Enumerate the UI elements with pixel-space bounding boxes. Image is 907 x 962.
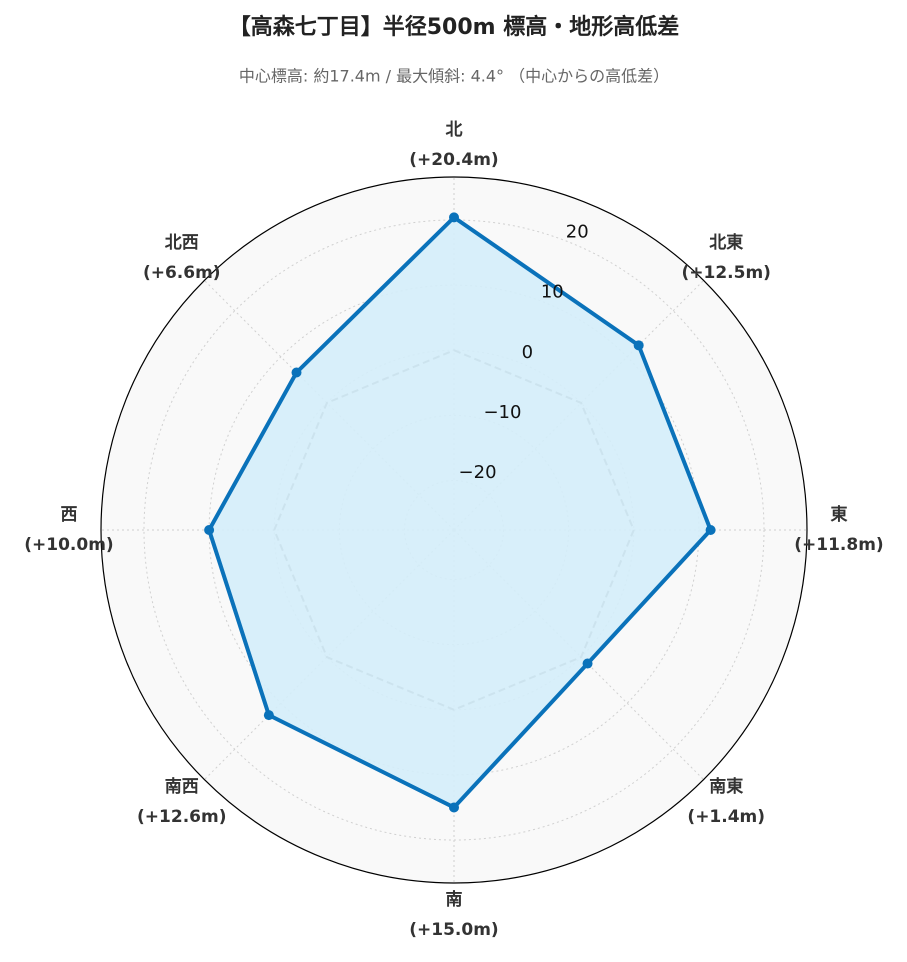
category-label: 東	[831, 504, 848, 525]
data-point	[449, 212, 459, 223]
category-label: 南東	[709, 776, 743, 797]
data-point	[633, 340, 644, 351]
value-label: (+12.6m)	[137, 807, 226, 827]
category-label: 北東	[709, 232, 743, 253]
category-label: 南	[446, 889, 463, 910]
value-label: (+1.4m)	[687, 807, 765, 827]
value-label: (+6.6m)	[143, 263, 221, 283]
data-point	[291, 367, 302, 378]
plot-border	[100, 176, 808, 884]
chart-subtitle: 中心標高: 約17.4m / 最大傾斜: 4.4° （中心からの高低差）	[239, 67, 669, 86]
r-tick-label: 20	[566, 221, 589, 242]
data-point	[705, 525, 716, 535]
value-label: (+10.0m)	[24, 535, 113, 555]
data-point	[449, 802, 459, 813]
data-point	[204, 525, 215, 535]
r-tick-label: −20	[459, 462, 497, 483]
chart-title: 【高森七丁目】半径500m 標高・地形高低差	[229, 14, 680, 40]
data-point	[582, 658, 593, 669]
category-label: 西	[61, 505, 78, 525]
r-tick-label: −10	[483, 402, 521, 423]
value-label: (+15.0m)	[409, 920, 498, 940]
r-tick-label: 0	[522, 342, 533, 363]
value-label: (+12.5m)	[682, 263, 771, 283]
data-point	[263, 710, 274, 721]
category-label: 北	[446, 120, 463, 140]
value-label: (+20.4m)	[409, 150, 498, 170]
r-tick-label: 10	[541, 282, 564, 303]
value-label: (+11.8m)	[794, 535, 883, 555]
category-label: 北西	[165, 233, 199, 253]
category-label: 南西	[165, 776, 199, 797]
